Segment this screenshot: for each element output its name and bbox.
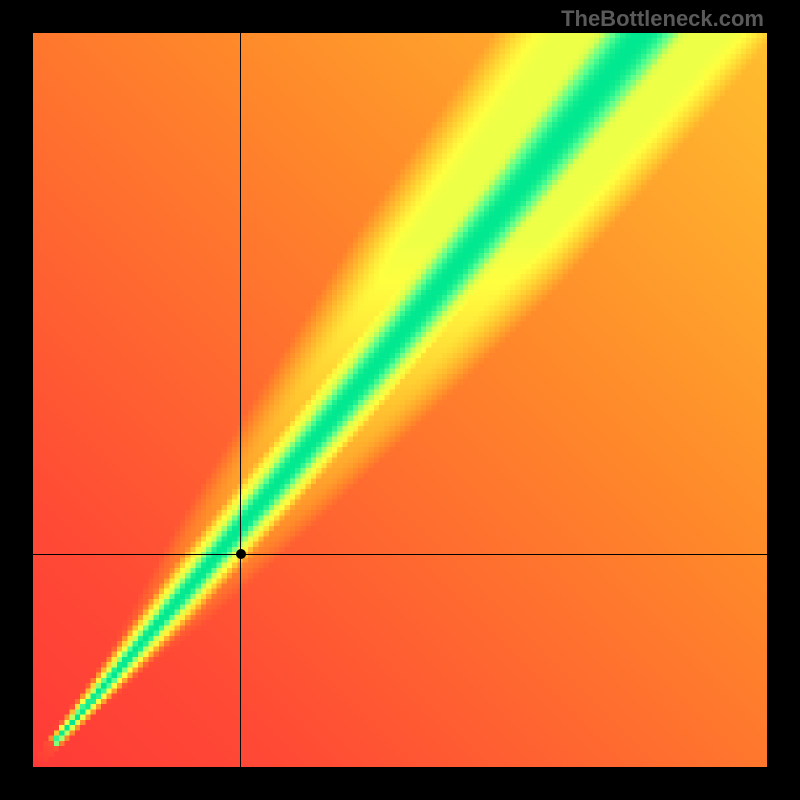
- watermark-text: TheBottleneck.com: [561, 6, 764, 32]
- crosshair-vertical-line: [240, 33, 241, 767]
- heatmap-plot-area: [33, 33, 767, 767]
- crosshair-horizontal-line: [33, 554, 767, 555]
- heatmap-canvas: [33, 33, 767, 767]
- crosshair-marker-dot: [236, 549, 246, 559]
